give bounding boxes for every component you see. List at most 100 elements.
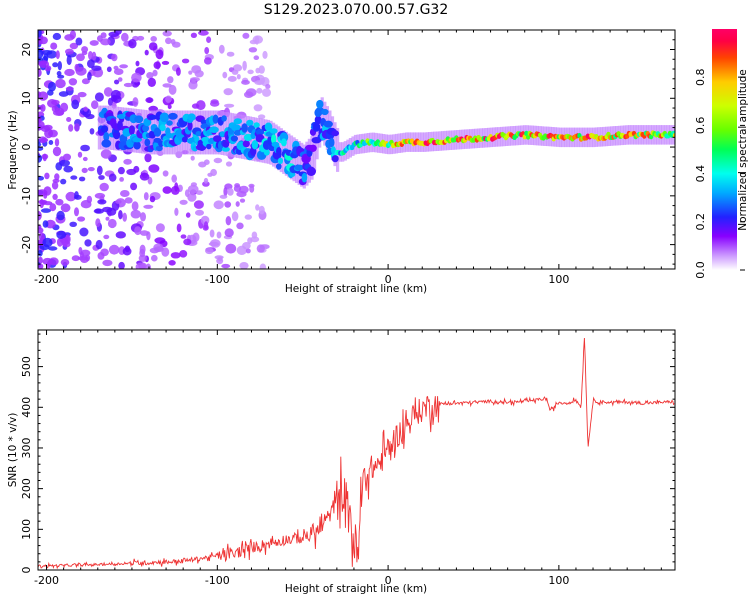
spectrogram-noise-blob [124, 197, 133, 204]
spectrogram-noise-blob [106, 66, 112, 73]
spectrogram-ridge-blob [112, 130, 121, 140]
spectrogram-noise-blob [38, 224, 42, 230]
spectrogram-noise-blob [258, 65, 265, 74]
spectrogram-noise-blob [233, 185, 242, 192]
spectrogram-noise-blob [155, 49, 164, 60]
spectrogram-noise-blob [151, 254, 158, 262]
spectrogram-noise-blob [80, 144, 90, 152]
spectrogram-noise-blob [111, 53, 118, 62]
spectrogram-halo [169, 110, 173, 155]
spectrogram-noise-blob [224, 201, 232, 208]
spectrogram-noise-blob [148, 42, 158, 51]
spectrogram-halo [254, 117, 258, 162]
spectrogram-noise-blob [89, 128, 95, 135]
spectrogram-xtick-label: 100 [548, 273, 569, 286]
spectrogram-noise-blob [231, 211, 239, 222]
spectrogram-noise-blob [38, 30, 42, 38]
spectrogram-ylabel: Frequency (Hz) [7, 110, 19, 189]
spectrogram-ridge-blob [328, 137, 335, 148]
spectrogram-noise-blob [176, 223, 182, 233]
spectrogram-noise-blob [56, 230, 67, 239]
spectrogram-noise-blob [47, 99, 58, 108]
spectrogram-noise-blob [52, 193, 58, 200]
snr-ylabel: SNR (10 * v/v) [7, 413, 19, 488]
spectrogram-noise-blob [66, 117, 72, 122]
spectrogram-noise-blob [187, 192, 197, 202]
spectrogram-halo [215, 110, 219, 155]
spectrogram-noise-blob [38, 249, 43, 257]
colorbar-gradient [712, 29, 737, 270]
spectrogram-noise-blob [139, 230, 149, 236]
spectrogram-noise-blob [172, 41, 181, 48]
spectrogram-noise-blob [179, 199, 188, 205]
colorbar-label: Normalized spectral amplitude [737, 69, 749, 230]
spectrogram-noise-blob [74, 123, 80, 132]
spectrogram-ridge-blob [206, 143, 212, 150]
spectrogram-noise-blob [38, 176, 44, 181]
spectrogram-noise-blob [100, 248, 109, 257]
spectrogram-noise-blob [190, 32, 197, 38]
spectrogram-noise-blob [56, 210, 65, 221]
snr-ticks: -200 -100 0 100 0 100 200 300 400 500 [20, 330, 675, 587]
spectrogram-noise-blob [162, 170, 169, 177]
spectrogram-ridge-blob [158, 140, 164, 148]
spectrogram-noise-blob [83, 106, 88, 112]
spectrogram-noise-blob [202, 181, 210, 187]
spectrogram-noise-blob [42, 220, 49, 228]
spectrogram-noise-blob [77, 91, 87, 98]
spectrogram-noise-blob [57, 60, 62, 71]
spectrogram-noise-blob [256, 244, 265, 253]
spectrogram-noise-blob [135, 60, 140, 67]
spectrogram-noise-blob [102, 206, 113, 213]
spectrogram-ridge-blob [166, 120, 173, 126]
spectrogram-noise-blob [205, 247, 214, 255]
spectrogram-xtick-label: -100 [205, 273, 230, 286]
spectrogram-noise-blob [99, 182, 109, 192]
spectrogram-ytick-label: -20 [20, 236, 33, 254]
spectrogram-noise-blob [236, 74, 241, 80]
spectrogram-ridge-blob [144, 138, 151, 147]
spectrogram-noise-blob [150, 36, 157, 42]
spectrogram-noise-blob [187, 184, 199, 194]
spectrogram-ridge-blob [233, 129, 242, 136]
spectrogram-ridge-blob [147, 114, 158, 120]
spectrogram-noise-blob [213, 157, 223, 164]
spectrogram-noise-blob [227, 188, 234, 196]
snr-plot-area [38, 330, 675, 570]
spectrogram-noise-blob [130, 209, 141, 219]
spectrogram-noise-blob [105, 216, 110, 221]
spectrogram-noise-blob [251, 231, 258, 239]
spectrogram-ridge-blob [213, 135, 222, 143]
spectrogram-noise-blob [168, 260, 176, 266]
spectrogram-ridge-blob [159, 112, 170, 123]
spectrogram-noise-blob [133, 165, 140, 173]
spectrogram-noise-blob [170, 252, 181, 259]
spectrogram-noise-blob [161, 247, 170, 257]
spectrogram-ridge-blob [330, 146, 336, 155]
spectrogram-noise-blob [75, 37, 83, 46]
spectrogram-noise-blob [179, 250, 188, 258]
spectrogram-noise-blob [122, 212, 127, 222]
spectrogram-noise-blob [139, 265, 145, 269]
spectrogram-noise-blob [224, 228, 234, 238]
spectrogram-noise-blob [131, 201, 139, 211]
spectrogram-noise-blob [71, 255, 80, 262]
spectrogram-ridge-blob [312, 122, 321, 132]
spectrogram-noise-blob [123, 82, 133, 88]
spectrogram-noise-blob [55, 78, 66, 89]
spectrogram-noise-blob [130, 182, 138, 191]
spectrogram-noise-blob [108, 244, 120, 255]
spectrogram-ridge-blob [221, 146, 230, 152]
spectrogram-ridge-blob [101, 139, 112, 148]
spectrogram-ridge-blob [309, 144, 317, 152]
spectrogram-noise-blob [253, 55, 260, 60]
spectrogram-noise-blob [118, 261, 125, 269]
spectrogram-noise-blob [185, 212, 191, 218]
spectrogram-noise-blob [144, 153, 152, 163]
spectrogram-noise-blob [77, 151, 83, 158]
colorbar-tick-label: 0.8 [694, 68, 707, 86]
spectrogram-noise-blob [108, 173, 117, 182]
spectrogram-noise-blob [95, 239, 103, 250]
spectrogram-noise-blob [134, 226, 142, 236]
spectrogram-ridge-blob [187, 113, 196, 121]
